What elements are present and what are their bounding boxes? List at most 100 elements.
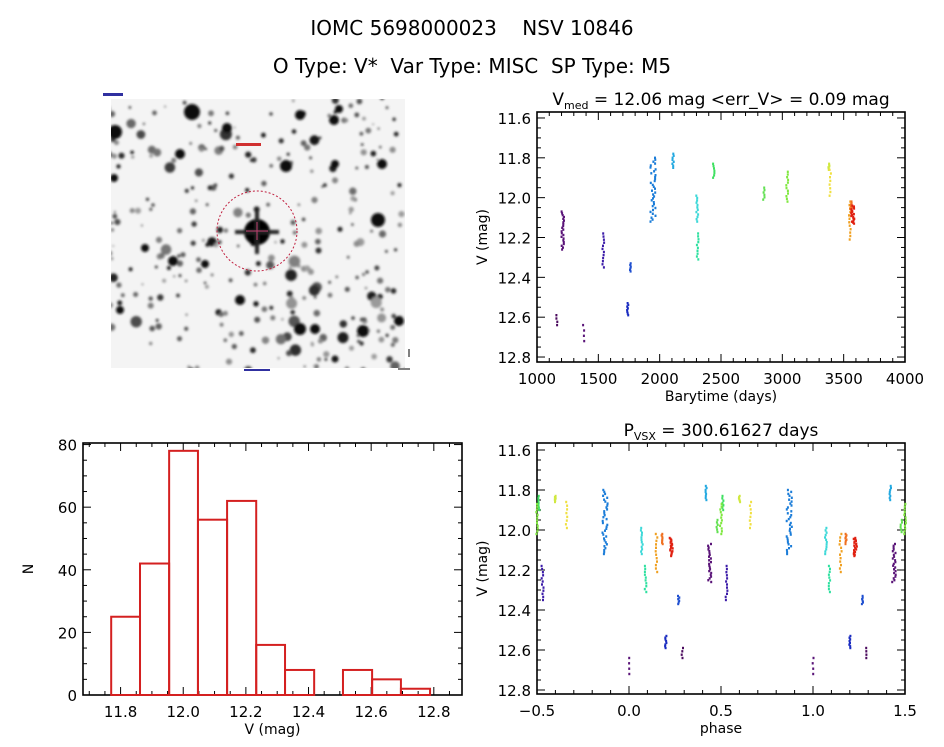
y-tick-label: 80: [58, 437, 77, 455]
star: [332, 177, 338, 184]
x-tick-label: 0.0: [617, 702, 641, 720]
data-point: [670, 546, 672, 549]
data-point: [901, 521, 903, 524]
data-point: [720, 516, 723, 519]
data-point: [537, 501, 540, 505]
star: [223, 228, 229, 233]
data-point: [787, 517, 790, 521]
star: [126, 118, 136, 129]
star: [228, 331, 234, 337]
data-point: [848, 217, 851, 220]
data-point: [708, 555, 710, 558]
star: [203, 281, 207, 285]
data-point: [726, 583, 728, 586]
data-point: [849, 203, 852, 206]
data-point: [824, 529, 827, 532]
star: [235, 135, 240, 140]
star: [327, 292, 333, 298]
data-point: [849, 641, 851, 645]
histogram-bar: [284, 668, 316, 697]
data-point: [603, 510, 606, 513]
data-point: [763, 196, 766, 199]
star: [370, 229, 374, 233]
data-point: [541, 583, 543, 586]
data-point: [641, 548, 644, 551]
data-point: [825, 543, 828, 546]
data-point: [629, 268, 631, 271]
star: [311, 196, 318, 204]
data-point: [677, 601, 680, 604]
data-point: [640, 536, 643, 539]
bright-star: [294, 323, 306, 335]
data-point: [710, 560, 712, 564]
star: [164, 105, 167, 108]
star: [182, 100, 187, 105]
data-point: [681, 650, 684, 653]
bright-star: [201, 260, 209, 268]
star: [307, 268, 314, 275]
data-point: [849, 204, 852, 208]
data-point: [536, 513, 539, 517]
star: [360, 149, 367, 156]
star: [177, 336, 182, 342]
data-point: [852, 212, 855, 216]
data-point: [709, 557, 712, 560]
data-point: [654, 177, 657, 181]
data-point: [840, 563, 842, 567]
data-point: [840, 532, 843, 536]
data-point: [626, 308, 629, 312]
star: [128, 267, 133, 272]
star: [297, 203, 300, 206]
data-point: [786, 506, 789, 509]
star: [237, 244, 240, 248]
bright-star: [141, 244, 149, 252]
star: [337, 226, 343, 232]
star: [195, 199, 198, 202]
data-point: [696, 199, 699, 202]
data-point: [860, 602, 863, 606]
star: [102, 348, 105, 351]
star: [355, 166, 359, 170]
data-point: [838, 567, 841, 570]
data-point: [541, 567, 544, 571]
y-tick-label: 11.8: [498, 482, 531, 500]
data-point: [535, 508, 538, 511]
star: [362, 116, 366, 121]
data-point: [849, 634, 852, 638]
data-point: [542, 574, 545, 577]
data-point: [716, 530, 719, 534]
data-point: [763, 193, 766, 197]
data-point: [853, 544, 856, 547]
data-point: [672, 152, 675, 155]
star: [278, 138, 284, 144]
data-point: [848, 636, 851, 639]
data-point: [536, 516, 539, 519]
star: [376, 158, 379, 161]
data-point: [828, 590, 831, 594]
star: [323, 351, 330, 358]
y-tick-label: 12.0: [498, 190, 531, 208]
data-point: [899, 523, 902, 526]
data-point: [560, 232, 563, 235]
star: [286, 290, 293, 297]
data-point: [839, 539, 841, 543]
star: [335, 275, 338, 278]
data-point: [726, 577, 729, 580]
data-point: [639, 529, 642, 532]
data-point: [654, 158, 657, 161]
data-point: [900, 530, 903, 534]
data-point: [812, 667, 815, 670]
data-point: [848, 643, 851, 646]
data-point: [785, 195, 788, 198]
y-tick-label: 12.2: [498, 562, 531, 580]
page-title: IOMC 5698000023 NSV 10846: [310, 16, 634, 40]
data-point: [825, 548, 828, 551]
star: [290, 310, 296, 315]
star: [111, 323, 116, 331]
data-point: [708, 551, 711, 555]
data-point: [645, 590, 648, 594]
data-point: [786, 512, 789, 515]
star: [397, 183, 402, 188]
data-point: [708, 553, 711, 557]
data-point: [602, 552, 605, 556]
